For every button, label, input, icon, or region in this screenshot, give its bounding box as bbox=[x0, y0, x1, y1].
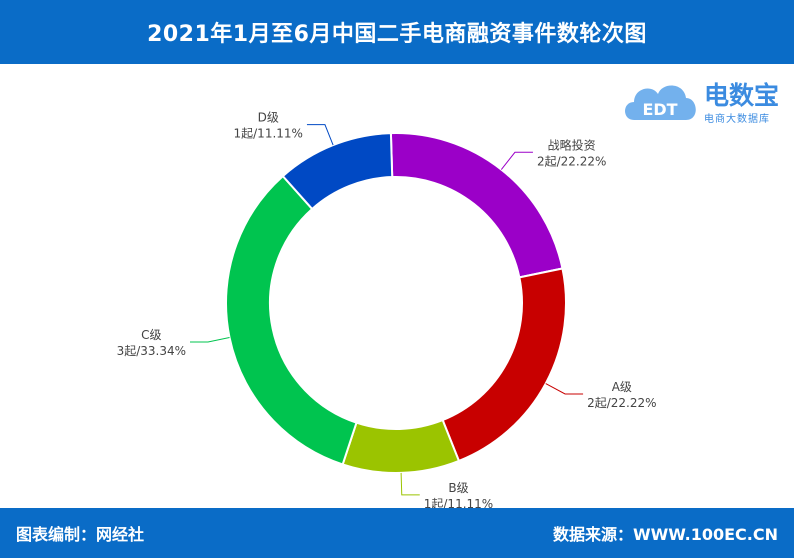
logo-subtext: 电商大数据库 bbox=[704, 112, 770, 125]
slice-3-leader-line bbox=[400, 472, 420, 496]
slice-5-name-label: D级 bbox=[258, 111, 279, 125]
slice-1-leader-line bbox=[500, 151, 533, 170]
slice-4-value-label: 3起/33.34% bbox=[117, 344, 186, 358]
brand-logo: EDT 电数宝 电商大数据库 bbox=[624, 70, 789, 132]
slice-4-name-label: C级 bbox=[141, 328, 161, 342]
logo-mark: EDT bbox=[642, 100, 677, 119]
slice-labels: 战略投资 2起/22.22% A级 2起/22.22% B级 1起/11.11% C级 3起/… bbox=[117, 111, 657, 511]
slice-4-arc bbox=[225, 174, 358, 466]
footer-bar: 图表编制：网经社 数据来源：WWW.100EC.CN bbox=[0, 508, 794, 558]
chart-title: 2021年1月至6月中国二手电商融资事件数轮次图 bbox=[147, 22, 647, 47]
donut-chart: 战略投资 2起/22.22% A级 2起/22.22% B级 1起/11.11% C级 3起/… bbox=[117, 111, 657, 511]
slice-5-arc bbox=[281, 132, 394, 211]
footer-source: 数据来源：WWW.100EC.CN bbox=[552, 525, 778, 544]
slice-2-value-label: 2起/22.22% bbox=[587, 396, 656, 410]
slice-2-arc bbox=[441, 267, 567, 463]
footer-credit: 图表编制：网经社 bbox=[16, 525, 145, 544]
slice-5-leader-line bbox=[306, 124, 334, 146]
chart-area: 战略投资 2起/22.22% A级 2起/22.22% B级 1起/11.11% C级 3起/… bbox=[0, 64, 794, 511]
slice-2-name-label: A级 bbox=[612, 380, 632, 394]
slice-3-arc bbox=[341, 418, 461, 474]
slice-3-name-label: B级 bbox=[448, 481, 468, 495]
slices-group bbox=[225, 132, 567, 474]
cloud-icon: EDT 电数宝 电商大数据库 bbox=[625, 81, 779, 125]
title-bar: 2021年1月至6月中国二手电商融资事件数轮次图 bbox=[0, 0, 794, 64]
slice-4-leader-line bbox=[190, 337, 230, 343]
slice-1-value-label: 2起/22.22% bbox=[537, 154, 606, 168]
slice-3-value-label: 1起/11.11% bbox=[424, 497, 493, 508]
slice-5-value-label: 1起/11.11% bbox=[234, 127, 303, 141]
logo-text: 电数宝 bbox=[704, 81, 779, 110]
leader-lines bbox=[190, 124, 584, 496]
slice-1-name-label: 战略投资 bbox=[548, 137, 596, 152]
slice-2-leader-line bbox=[545, 383, 584, 395]
